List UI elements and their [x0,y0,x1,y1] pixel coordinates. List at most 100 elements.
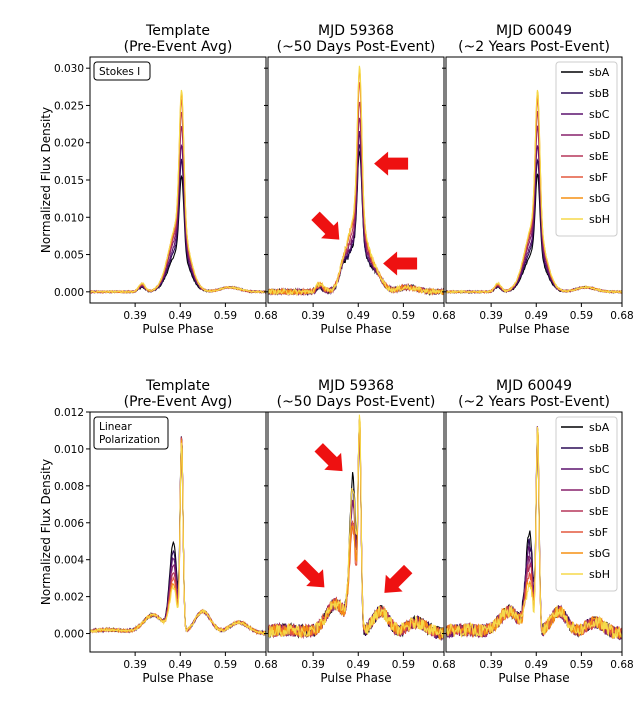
panel-title: MJD 60049 [496,23,572,39]
series-line-sbD [268,117,444,296]
x-tick-label: 0.49 [347,659,370,671]
y-tick-label: 0.000 [54,287,84,299]
y-tick-label: 0.002 [54,592,84,604]
y-tick-label: 0.006 [54,518,84,530]
legend-entry: sbE [589,150,609,163]
series-line-sbD [90,126,266,294]
x-axis-label: Pulse Phase [320,671,391,685]
axes-frame [267,411,445,653]
red-arrow-icon [384,564,413,593]
x-tick-label: 0.68 [432,659,455,671]
x-tick-label: 0.59 [392,659,415,671]
x-tick-label: 0.49 [169,659,192,671]
panel-r0-c1: MJD 59368(~50 Days Post-Event) 0.39 0.49 0.… [264,23,456,336]
curves [446,426,622,641]
legend-entry: sbD [589,129,610,142]
x-tick-label: 0.59 [214,310,237,322]
panel-title: Template [145,378,210,394]
panel-subtitle: (~50 Days Post-Event) [277,39,436,55]
curves [268,414,444,642]
y-tick-label: 0.008 [54,481,84,493]
red-arrow-icon [383,251,418,276]
x-tick-label: 0.49 [169,310,192,322]
legend-entry: sbG [589,547,610,560]
x-tick-label: 0.49 [347,310,370,322]
y-tick-label: 0.000 [54,629,84,641]
x-tick-label: 0.68 [610,310,633,322]
legend-entry: sbC [589,463,610,476]
x-tick-label: 0.39 [123,659,146,671]
red-arrow-icon [374,151,409,176]
x-tick-label: 0.39 [301,659,324,671]
box-label-text: Polarization [99,434,160,446]
curves [446,89,622,295]
panel-subtitle: (~2 Years Post-Event) [458,39,610,55]
legend-entry: sbA [589,421,610,434]
x-axis-label: Pulse Phase [498,671,569,685]
legend-entry: sbH [589,568,610,581]
panel-title: MJD 59368 [318,23,394,39]
red-arrow-icon [314,443,343,472]
series-line-sbH [90,89,266,294]
series-line-sbH [268,65,444,297]
x-tick-label: 0.59 [214,659,237,671]
panel-r0-c0: Template(Pre-Event Avg) 0.39 0.49 0.59 0.68 P… [39,23,278,336]
x-tick-label: 0.39 [479,659,502,671]
y-tick-label: 0.005 [54,250,84,262]
y-tick-label: 0.015 [54,175,84,187]
x-tick-label: 0.39 [301,310,324,322]
y-tick-label: 0.010 [54,444,84,456]
panel-r0-c2: MJD 60049(~2 Years Post-Event) 0.39 0.49 0.… [442,23,634,336]
panel-box-label [93,416,169,450]
red-arrow-icon [296,559,325,588]
y-axis-label: Normalized Flux Density [39,459,53,605]
x-axis-label: Pulse Phase [320,322,391,336]
series-line-sbH [268,414,444,639]
x-tick-label: 0.49 [525,310,548,322]
legend-entry: sbG [589,192,610,205]
x-tick-label: 0.39 [479,310,502,322]
series-line-sbF [268,82,444,297]
x-tick-label: 0.68 [610,659,633,671]
y-tick-label: 0.020 [54,138,84,150]
legend [555,416,618,592]
y-axis-label: Normalized Flux Density [39,107,53,253]
axes-frame [445,411,623,653]
panel-subtitle: (~2 Years Post-Event) [458,394,610,410]
panel-title: Template [145,23,210,39]
axes-frame [89,411,267,653]
box-label-text: Linear [99,421,132,433]
y-tick-label: 0.004 [54,555,84,567]
series-line-sbC [90,144,266,294]
panel-subtitle: (Pre-Event Avg) [124,394,233,410]
x-tick-label: 0.68 [254,659,277,671]
series-line-sbH [90,442,266,636]
legend-entry: sbB [589,442,609,455]
panel-title: MJD 60049 [496,378,572,394]
legend-entry: sbH [589,213,610,226]
legend [555,61,618,237]
x-tick-label: 0.59 [392,310,415,322]
panel-r1-c2: MJD 60049(~2 Years Post-Event) 0.39 0.49 0.… [442,378,634,685]
legend-entry: sbD [589,484,610,497]
panel-box-label [93,61,151,81]
panel-subtitle: (Pre-Event Avg) [124,39,233,55]
panel-r1-c0: Template(Pre-Event Avg) 0.39 0.49 0.59 0.68 P… [39,378,278,685]
legend-entry: sbF [589,171,608,184]
box-label-text: Stokes I [99,66,140,78]
series-line-sbH [446,89,622,295]
legend-entry: sbA [589,66,610,79]
curves [90,89,266,295]
x-tick-label: 0.68 [432,310,455,322]
curves [268,65,444,297]
legend-entry: sbF [589,526,608,539]
legend-entry: sbE [589,505,609,518]
y-tick-label: 0.010 [54,212,84,224]
series-line-sbA [268,420,444,639]
x-axis-label: Pulse Phase [142,671,213,685]
x-tick-label: 0.59 [570,659,593,671]
y-tick-label: 0.012 [54,407,84,419]
panel-r1-c1: MJD 59368(~50 Days Post-Event) 0.39 0.49 0.… [264,378,456,685]
series-line-sbE [268,101,444,297]
